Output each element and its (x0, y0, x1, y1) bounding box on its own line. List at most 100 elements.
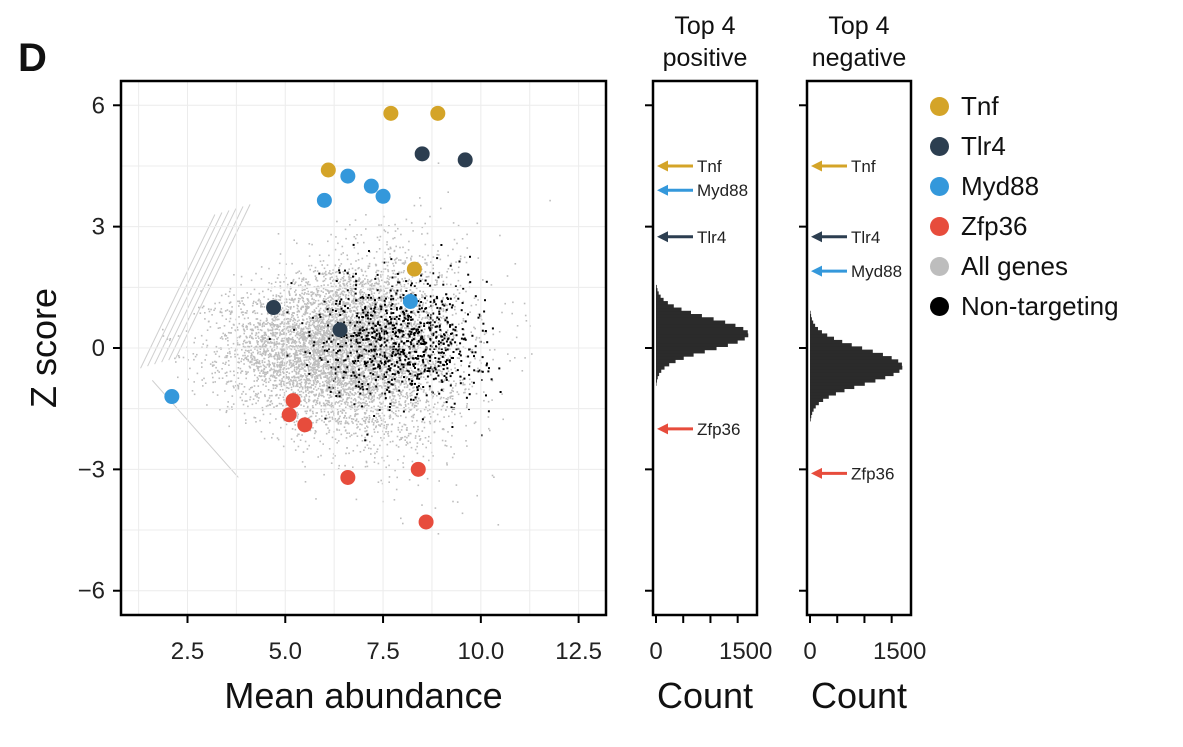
all-genes-point (225, 383, 228, 385)
all-genes-point (325, 365, 328, 368)
all-genes-point (376, 346, 378, 348)
all-genes-point (290, 287, 292, 290)
all-genes-point (362, 363, 365, 366)
all-genes-point (332, 293, 335, 296)
all-genes-point (270, 282, 273, 285)
all-genes-point (395, 406, 398, 409)
all-genes-point (317, 303, 320, 306)
all-genes-point (257, 335, 259, 338)
all-genes-point (383, 293, 385, 296)
all-genes-point (373, 379, 376, 381)
all-genes-point (299, 375, 302, 377)
all-genes-point (295, 333, 298, 336)
all-genes-point (407, 337, 410, 340)
all-genes-point (386, 277, 389, 280)
all-genes-point (292, 339, 295, 341)
all-genes-point (400, 404, 402, 407)
all-genes-point (425, 370, 428, 372)
all-genes-point (383, 309, 385, 311)
all-genes-point (402, 395, 404, 398)
all-genes-point (331, 319, 334, 322)
all-genes-point (291, 342, 293, 344)
all-genes-point (474, 357, 476, 360)
all-genes-point (401, 345, 404, 348)
all-genes-point (228, 320, 231, 323)
all-genes-point (256, 394, 258, 396)
all-genes-point (310, 291, 312, 294)
all-genes-point (443, 360, 446, 362)
all-genes-point (315, 343, 317, 346)
all-genes-point (271, 362, 274, 364)
all-genes-point (339, 338, 341, 340)
all-genes-point (371, 322, 373, 325)
all-genes-point (283, 353, 286, 355)
all-genes-point (315, 333, 318, 336)
all-genes-point (214, 302, 216, 305)
all-genes-point (214, 307, 216, 310)
all-genes-point (276, 374, 278, 376)
all-genes-point (355, 260, 357, 262)
all-genes-point (249, 396, 252, 398)
all-genes-point (338, 368, 341, 371)
all-genes-point (287, 325, 290, 328)
all-genes-point (405, 444, 407, 446)
all-genes-point (438, 274, 441, 277)
all-genes-point (388, 303, 391, 306)
all-genes-point (308, 316, 310, 318)
all-genes-point (390, 373, 393, 376)
all-genes-point (353, 329, 356, 332)
all-genes-point (234, 329, 237, 331)
all-genes-point (416, 442, 419, 444)
all-genes-point (225, 361, 227, 364)
all-genes-point (383, 305, 386, 308)
all-genes-point (288, 359, 291, 362)
all-genes-point (356, 381, 358, 383)
all-genes-point (351, 319, 354, 322)
all-genes-point (282, 311, 284, 313)
all-genes-point (389, 416, 392, 418)
all-genes-point (459, 379, 462, 382)
all-genes-point (359, 347, 361, 350)
all-genes-point (327, 240, 329, 243)
all-genes-point (412, 350, 414, 353)
all-genes-point (363, 449, 365, 451)
all-genes-point (276, 358, 279, 360)
all-genes-point (346, 392, 348, 394)
all-genes-point (325, 423, 327, 426)
all-genes-point (289, 345, 292, 347)
all-genes-point (227, 331, 230, 334)
all-genes-point (371, 395, 374, 398)
all-genes-point (364, 367, 367, 369)
all-genes-point (201, 306, 204, 309)
all-genes-point (387, 248, 390, 250)
all-genes-point (302, 343, 305, 346)
all-genes-point (374, 457, 376, 459)
all-genes-point (376, 418, 379, 421)
all-genes-point (371, 310, 373, 312)
all-genes-point (283, 349, 286, 351)
all-genes-point (309, 382, 311, 384)
all-genes-point (387, 280, 389, 283)
all-genes-point (402, 262, 405, 264)
all-genes-point (398, 271, 400, 273)
all-genes-point (319, 360, 321, 363)
all-genes-point (273, 380, 276, 382)
all-genes-point (420, 204, 422, 207)
all-genes-point (317, 328, 320, 330)
all-genes-point (406, 442, 409, 445)
all-genes-point (293, 341, 296, 344)
all-genes-point (439, 319, 441, 322)
all-genes-point (315, 415, 317, 417)
all-genes-point (309, 374, 312, 377)
all-genes-point (380, 403, 382, 405)
all-genes-point (292, 323, 294, 326)
all-genes-point (264, 395, 266, 398)
all-genes-point (212, 376, 214, 379)
all-genes-point (293, 239, 295, 241)
all-genes-point (399, 327, 402, 330)
all-genes-point (308, 332, 310, 335)
all-genes-point (215, 345, 218, 348)
all-genes-point (295, 349, 297, 352)
all-genes-point (353, 280, 355, 283)
all-genes-point (303, 363, 305, 365)
